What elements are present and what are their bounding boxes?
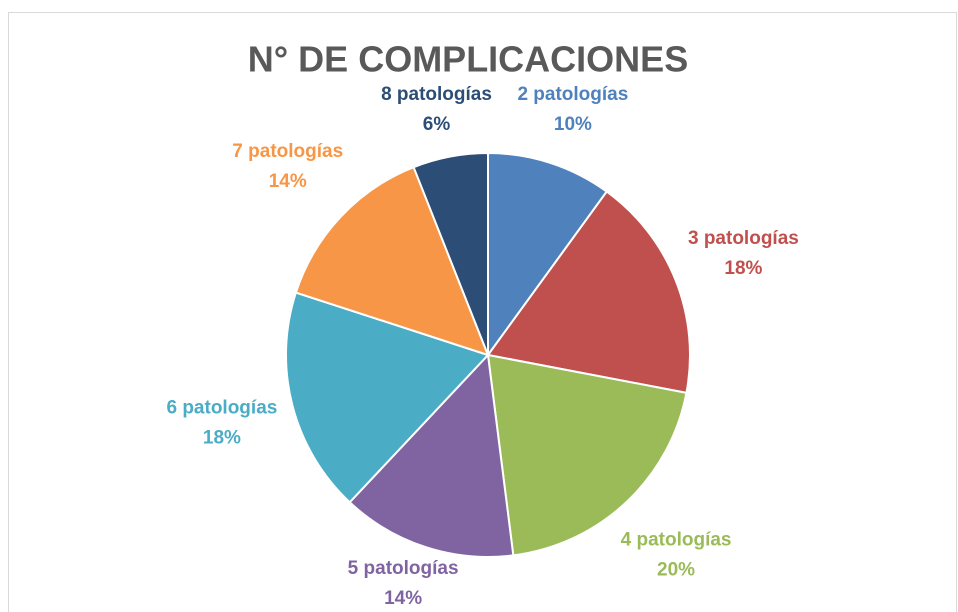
slice-label: 7 patologías — [232, 141, 343, 162]
slice-value-label: 6% — [423, 114, 451, 135]
slice-value-label: 14% — [269, 171, 307, 192]
slice-value-label: 14% — [384, 588, 422, 609]
chart-title: N° DE COMPLICACIONES — [248, 39, 688, 80]
slice-label: 3 patologías — [688, 228, 799, 249]
pie-slice — [412, 151, 489, 356]
slice-label: 8 patologías — [381, 84, 492, 105]
pie-slice — [487, 151, 609, 359]
pie-slice — [486, 353, 688, 557]
slice-label: 2 patologías — [517, 84, 628, 105]
slice-label: 5 patologías — [348, 558, 459, 579]
pie-slice — [294, 165, 490, 357]
slice-value-label: 20% — [657, 559, 695, 580]
slice-label: 4 patologías — [621, 529, 732, 550]
pie-slice — [348, 352, 515, 558]
pie-slice — [486, 190, 691, 395]
pie-slice — [285, 291, 490, 504]
slice-value-label: 10% — [554, 114, 592, 135]
slice-value-label: 18% — [203, 427, 241, 448]
slice-label: 6 patologías — [166, 397, 277, 418]
slice-value-label: 18% — [724, 258, 762, 279]
